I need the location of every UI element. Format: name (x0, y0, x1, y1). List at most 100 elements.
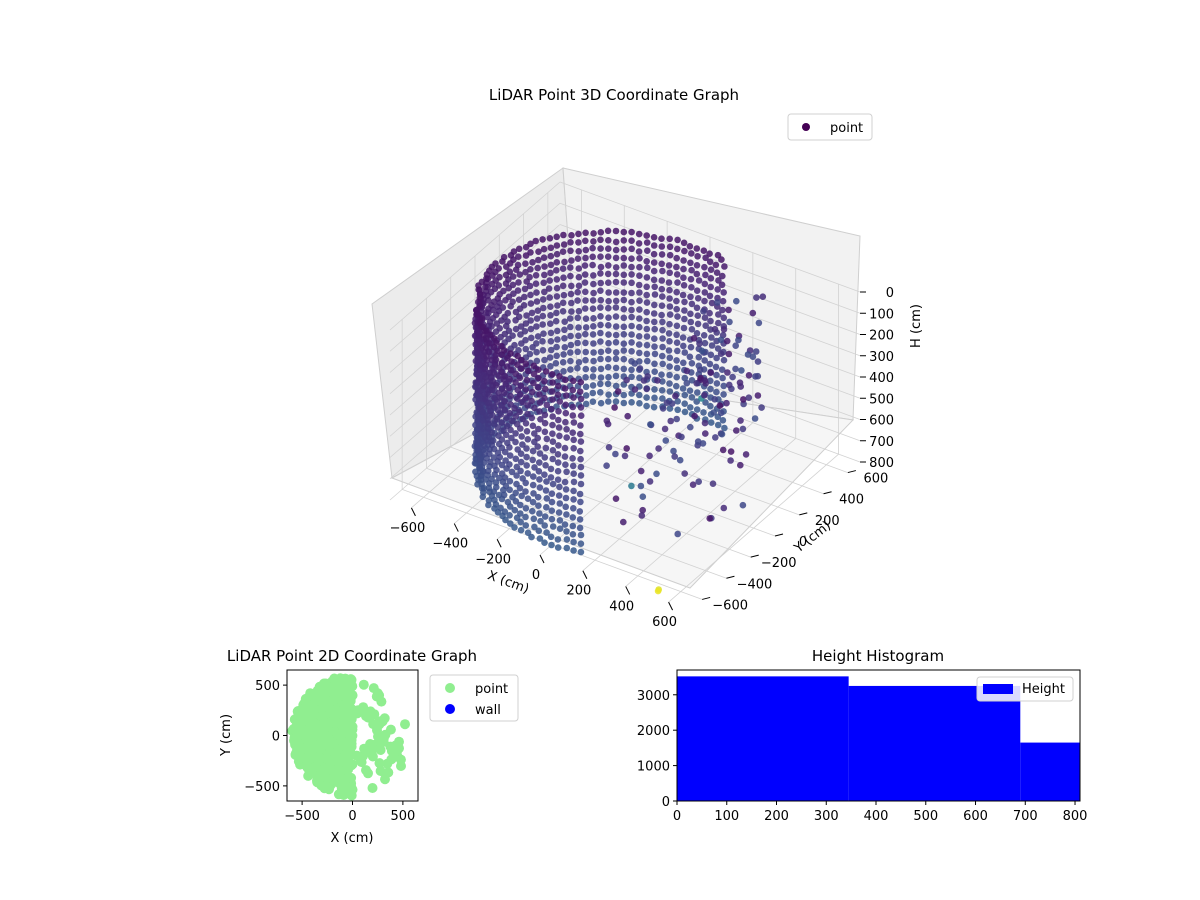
point-3d (577, 412, 585, 420)
point-3d (582, 374, 589, 381)
chart-3d-title: LiDAR Point 3D Coordinate Graph (489, 86, 739, 104)
point-3d (547, 320, 554, 328)
point-3d (628, 237, 635, 244)
point-3d (548, 498, 556, 506)
point-3d (723, 399, 730, 407)
point-3d (696, 340, 703, 347)
point-3d (681, 298, 688, 306)
point-3d (549, 396, 556, 403)
y-tick-label-2d: −500 (244, 780, 280, 795)
point-3d (506, 376, 513, 383)
point-3d (534, 493, 542, 501)
point-3d (534, 307, 542, 315)
z-tick-label-3d: 700 (869, 435, 894, 450)
point-3d (605, 237, 612, 244)
point-2d (374, 758, 385, 769)
point-3d (654, 377, 661, 384)
point-3d (575, 239, 582, 246)
point-3d (524, 402, 531, 409)
point-3d (581, 271, 589, 278)
point-3d (533, 289, 540, 296)
point-3d (687, 275, 695, 283)
point-3d (701, 263, 708, 271)
point-3d (590, 323, 597, 330)
point-3d (581, 262, 589, 269)
point-3d (680, 342, 687, 350)
point-3d (582, 365, 590, 373)
point-3d (535, 366, 542, 374)
point-3d (658, 311, 665, 319)
point-3d (521, 293, 528, 301)
point-3d (569, 514, 577, 521)
point-3d (500, 491, 508, 499)
point-3d (549, 421, 556, 429)
point-3d (539, 312, 547, 320)
point-3d (553, 343, 560, 351)
point-3d (636, 391, 643, 399)
point-3d (479, 417, 487, 424)
point-3d (628, 228, 635, 236)
legend-2d-wall-marker (445, 704, 455, 714)
point-3d (603, 462, 610, 470)
x-tick-label-3d: 400 (609, 599, 634, 614)
point-3d (715, 319, 722, 327)
point-3d (687, 423, 694, 431)
point-3d (624, 412, 631, 420)
point-3d (628, 339, 635, 346)
point-3d (667, 417, 674, 425)
point-3d (687, 310, 694, 318)
point-3d (556, 398, 564, 405)
point-3d (612, 313, 620, 320)
point-3d (701, 280, 709, 288)
point-3d (700, 308, 707, 315)
point-3d (636, 400, 643, 407)
grid-line (559, 181, 861, 293)
point-3d (534, 443, 541, 450)
point-3d (512, 438, 519, 446)
point-3d (589, 261, 596, 269)
point-3d (541, 394, 548, 402)
point-3d (701, 357, 708, 364)
point-3d (501, 448, 509, 456)
point-3d (552, 317, 560, 325)
point-3d (522, 360, 530, 368)
point-3d (733, 427, 740, 434)
point-3d (489, 412, 496, 419)
x-tick-label-hist: 0 (673, 809, 681, 824)
point-3d (666, 380, 673, 387)
point-3d (639, 506, 646, 514)
point-3d (541, 271, 548, 279)
point-3d (582, 297, 589, 304)
point-3d (542, 368, 550, 375)
point-3d (553, 242, 561, 249)
point-3d (540, 254, 548, 261)
point-3d (575, 282, 583, 290)
point-3d (512, 266, 520, 274)
point-3d (658, 285, 666, 293)
point-3d (687, 259, 694, 267)
point-3d (713, 388, 720, 396)
point-3d (635, 240, 643, 247)
point-3d (512, 308, 520, 316)
point-3d (620, 254, 628, 262)
x-tick-label-hist: 400 (864, 809, 889, 824)
point-3d (582, 229, 589, 237)
point-3d (506, 461, 513, 468)
point-3d (740, 396, 747, 403)
point-3d (547, 312, 554, 319)
point-2d (325, 686, 336, 697)
point-3d (569, 412, 577, 419)
point-3d (539, 296, 547, 303)
point-3d (688, 377, 696, 384)
point-3d (570, 377, 577, 385)
point-3d (473, 311, 481, 318)
point-3d (597, 365, 605, 373)
point-3d (694, 252, 701, 260)
point-3d (554, 391, 562, 399)
point-3d (536, 399, 544, 406)
point-3d (567, 366, 574, 373)
point-3d (502, 297, 509, 304)
point-3d (512, 317, 519, 324)
point-3d (548, 507, 556, 514)
point-3d (752, 348, 760, 355)
